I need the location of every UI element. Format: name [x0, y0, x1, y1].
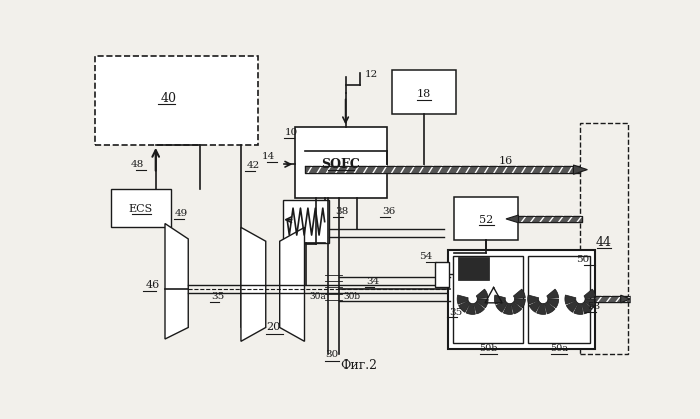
Text: ECS: ECS — [129, 204, 153, 214]
Polygon shape — [547, 289, 559, 299]
Polygon shape — [165, 223, 188, 339]
Bar — [580, 124, 628, 354]
Polygon shape — [476, 289, 488, 299]
Text: 34: 34 — [367, 277, 379, 286]
Polygon shape — [537, 303, 546, 314]
Polygon shape — [514, 299, 526, 308]
Polygon shape — [621, 295, 630, 303]
Bar — [528, 256, 589, 343]
Text: 20: 20 — [267, 323, 281, 333]
Text: 44: 44 — [596, 236, 612, 249]
Polygon shape — [506, 215, 519, 223]
Text: 18: 18 — [416, 89, 431, 99]
Bar — [458, 257, 489, 280]
Text: 30a: 30a — [309, 292, 326, 301]
Polygon shape — [474, 302, 484, 314]
Polygon shape — [280, 228, 304, 341]
Text: 48: 48 — [131, 160, 144, 169]
Text: 50a: 50a — [550, 344, 568, 353]
Polygon shape — [477, 299, 488, 308]
Text: 30: 30 — [325, 350, 338, 359]
Text: 12: 12 — [365, 70, 378, 80]
Text: 50b: 50b — [479, 344, 498, 353]
Polygon shape — [547, 299, 559, 308]
Text: 30b: 30b — [343, 292, 360, 301]
Bar — [448, 251, 595, 349]
Text: 50: 50 — [577, 255, 589, 264]
Polygon shape — [584, 299, 596, 308]
Text: 14: 14 — [262, 152, 275, 161]
Polygon shape — [573, 165, 587, 174]
Polygon shape — [528, 295, 539, 304]
Text: 38: 38 — [335, 207, 349, 217]
Polygon shape — [494, 295, 505, 304]
Text: SOFC: SOFC — [321, 158, 360, 171]
Text: 54: 54 — [419, 252, 433, 261]
Text: 42: 42 — [246, 161, 260, 170]
Text: 35: 35 — [211, 292, 225, 301]
Bar — [454, 197, 517, 241]
Polygon shape — [466, 303, 475, 314]
Polygon shape — [496, 301, 508, 312]
Polygon shape — [565, 295, 576, 304]
Bar — [392, 70, 456, 114]
Bar — [435, 262, 449, 287]
Polygon shape — [566, 301, 578, 312]
Polygon shape — [574, 303, 583, 314]
Text: 36: 36 — [382, 207, 396, 217]
Text: 52: 52 — [479, 215, 493, 225]
Text: Фиг.2: Фиг.2 — [340, 360, 377, 372]
Text: 16: 16 — [498, 156, 512, 166]
Bar — [95, 57, 258, 145]
Polygon shape — [582, 302, 592, 314]
Text: 10: 10 — [285, 128, 298, 137]
Polygon shape — [511, 302, 522, 314]
Polygon shape — [457, 295, 468, 304]
Polygon shape — [545, 302, 555, 314]
Polygon shape — [241, 228, 266, 341]
Bar — [295, 127, 386, 198]
Polygon shape — [513, 289, 525, 299]
Text: 40: 40 — [161, 91, 177, 104]
Text: 46: 46 — [146, 280, 160, 290]
Bar — [283, 200, 329, 243]
Polygon shape — [458, 301, 470, 312]
Bar — [111, 189, 172, 228]
Polygon shape — [529, 301, 541, 312]
Text: 35: 35 — [449, 308, 463, 317]
Text: 53: 53 — [587, 302, 601, 311]
Polygon shape — [584, 289, 596, 299]
Text: 49: 49 — [175, 209, 188, 218]
Polygon shape — [503, 303, 512, 314]
Bar — [454, 256, 523, 343]
